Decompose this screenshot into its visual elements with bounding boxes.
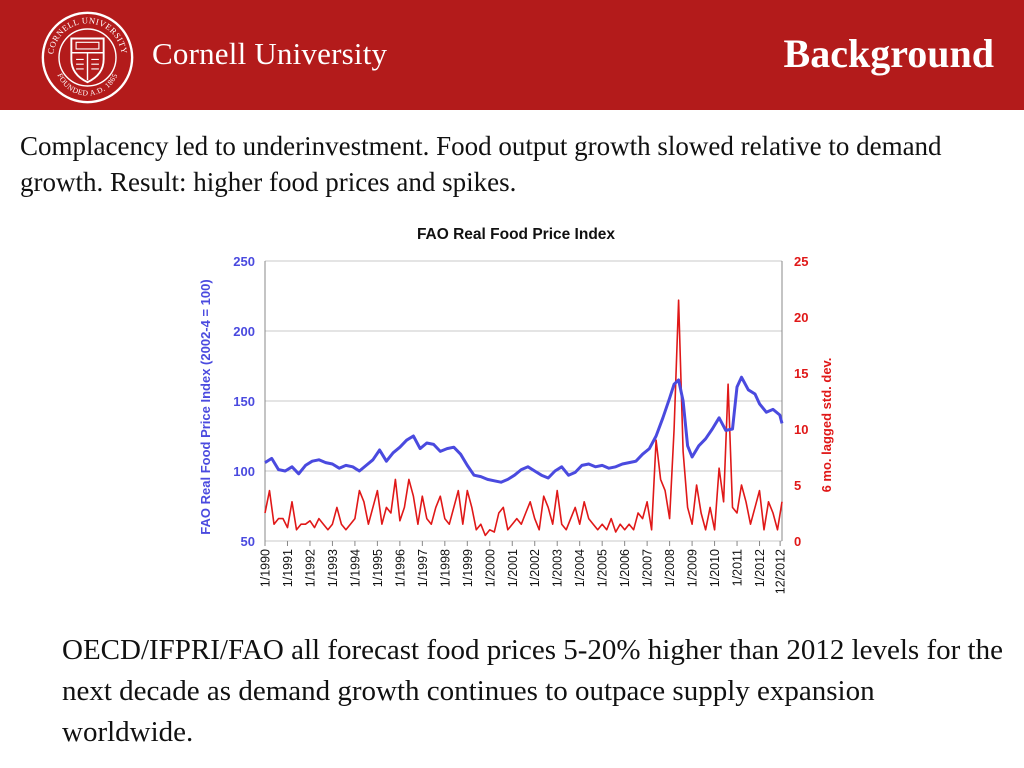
intro-text: Complacency led to underinvestment. Food… — [20, 131, 942, 197]
y2-axis-ticks: 25 20 15 10 5 0 — [794, 254, 808, 549]
y-axis-ticks: 250 200 150 100 50 — [233, 254, 255, 549]
x-tick-label: 1/2008 — [663, 549, 677, 587]
chart-gridlines — [264, 260, 783, 542]
y2-tick-label: 10 — [794, 422, 808, 437]
y-tick-label: 50 — [241, 534, 255, 549]
x-tick-label: 1/1997 — [416, 549, 430, 587]
x-tick-label: 1/2002 — [528, 549, 542, 587]
y2-tick-label: 0 — [794, 534, 801, 549]
y-tick-label: 150 — [233, 394, 255, 409]
x-axis-ticks: 1/1990 1/1991 1/1992 1/1993 1/1994 1/1995 1/19… — [259, 541, 788, 594]
x-tick-label: 1/2006 — [618, 549, 632, 587]
y-axis-label: FAO Real Food Price Index (2002-4 = 100) — [198, 279, 213, 534]
x-tick-label: 1/2004 — [573, 549, 587, 587]
x-tick-label: 1/1995 — [371, 549, 385, 587]
x-tick-label: 1/2000 — [483, 549, 497, 587]
x-tick-label: 1/2012 — [753, 549, 767, 587]
x-tick-label: 1/1992 — [303, 549, 317, 587]
y-tick-label: 100 — [233, 464, 255, 479]
y2-tick-label: 20 — [794, 310, 808, 325]
x-tick-label: 1/1991 — [281, 549, 295, 587]
university-name: Cornell University — [152, 36, 388, 71]
x-tick-label: 1/2007 — [641, 549, 655, 587]
y2-axis-label: 6 mo. lagged std. dev. — [819, 358, 834, 493]
y2-tick-label: 5 — [794, 478, 801, 493]
x-tick-label: 1/2001 — [506, 549, 520, 587]
y2-tick-label: 15 — [794, 366, 808, 381]
x-tick-label: 1/2011 — [731, 549, 745, 586]
price-index-series-line — [264, 375, 784, 484]
food-price-chart: FAO Real Food Price Index 25020015010050… — [198, 226, 834, 594]
x-tick-label: 1/1993 — [326, 549, 340, 587]
cornell-seal-icon: CORNELL UNIVERSITY FOUNDED A.D. 1865 — [41, 11, 134, 104]
y2-tick-label: 25 — [794, 254, 808, 269]
x-tick-label: 1/2005 — [596, 549, 610, 587]
chart-series — [264, 299, 784, 537]
footer-text: OECD/IFPRI/FAO all forecast food prices … — [62, 634, 1003, 748]
x-tick-label: 12/2012 — [774, 549, 788, 594]
chart-title: FAO Real Food Price Index — [417, 226, 615, 243]
x-tick-label: 1/1996 — [393, 549, 407, 587]
x-tick-label: 1/2009 — [686, 549, 700, 587]
x-tick-label: 1/2003 — [551, 549, 565, 587]
slide-title: Background — [783, 31, 994, 76]
y-tick-label: 200 — [233, 324, 255, 339]
header-bar: CORNELL UNIVERSITY FOUNDED A.D. 1865 Cor… — [0, 0, 1024, 110]
x-tick-label: 1/1999 — [461, 549, 475, 587]
x-tick-label: 1/1998 — [438, 549, 452, 587]
x-tick-label: 1/1990 — [259, 549, 273, 587]
x-tick-label: 1/1994 — [348, 549, 362, 587]
std-dev-series-line — [264, 299, 783, 537]
x-tick-label: 1/2010 — [708, 549, 722, 587]
y-tick-label: 250 — [233, 254, 255, 269]
